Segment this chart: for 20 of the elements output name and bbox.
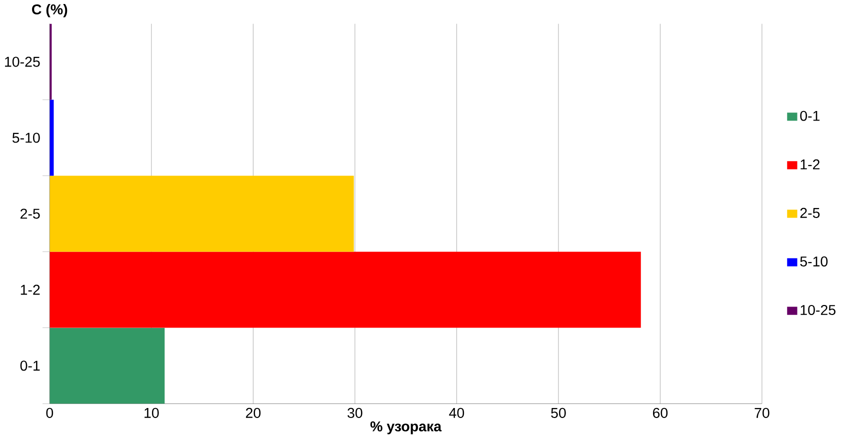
y-tick-label: 1-2 — [20, 284, 40, 295]
y-tick-label: 2-5 — [20, 208, 40, 219]
y-axis-title: C (%) — [32, 4, 68, 18]
x-tick-label: 0 — [46, 408, 54, 418]
x-tick-label: 40 — [449, 408, 464, 418]
x-tick-label: 20 — [246, 408, 261, 418]
x-tick-label: 60 — [653, 408, 668, 418]
legend-label: 0-1 — [800, 110, 820, 121]
x-tick-label: 50 — [551, 408, 566, 418]
legend-label: 5-10 — [800, 256, 828, 266]
x-axis-title: % узорака — [370, 421, 442, 434]
y-tick-label: 5-10 — [12, 132, 40, 143]
y-tick-label: 10-25 — [5, 56, 40, 67]
legend-label: 1-2 — [800, 159, 820, 170]
x-tick-label: 70 — [754, 408, 770, 418]
x-tick-label: 10 — [144, 408, 159, 418]
legend-label: 10-25 — [800, 304, 836, 315]
x-tick-label: 30 — [348, 408, 362, 418]
legend-label: 2-5 — [800, 208, 820, 218]
y-tick-label: 0-1 — [20, 360, 40, 371]
